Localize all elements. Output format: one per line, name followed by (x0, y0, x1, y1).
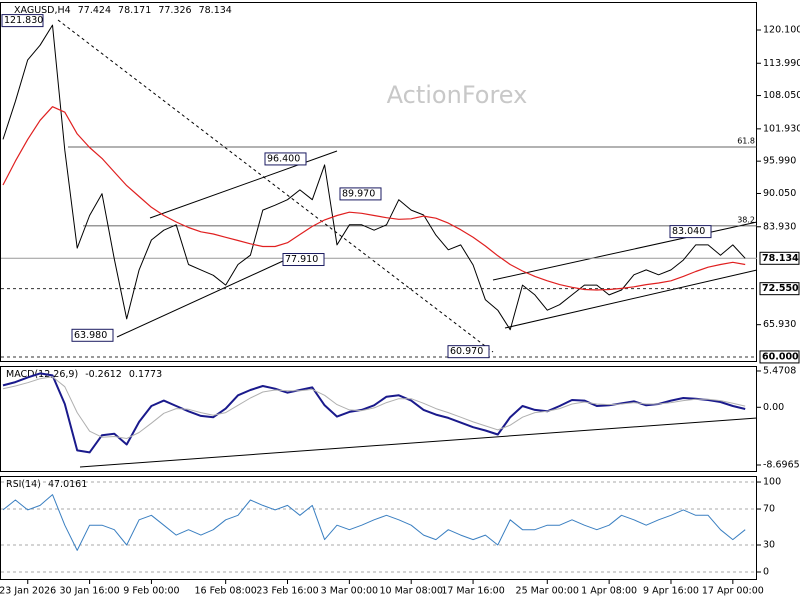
x-tick-label: 3 Mar 00:00 (321, 586, 378, 597)
x-tick-label: 25 Mar 00:00 (516, 586, 579, 597)
x-tick-label: 17 Apr 00:00 (702, 586, 764, 597)
x-tick-label: 1 Apr 08:00 (581, 586, 637, 597)
price-annotation-box (282, 253, 325, 267)
price-annotation-box (71, 328, 114, 342)
y-tick-label: 5.4708 (763, 365, 796, 376)
y-tick-label: 108.050 (763, 90, 800, 101)
price-annotation: 63.980 (74, 330, 107, 341)
trendline (116, 260, 284, 338)
series-line (2, 372, 746, 454)
high: 78.171 (118, 5, 151, 16)
price-annotation-box (669, 225, 712, 239)
price-annotation-box (264, 152, 307, 166)
y-tick-label: 0 (763, 566, 769, 577)
level-label: 78.134 (762, 253, 799, 264)
price-annotation: 83.040 (672, 226, 705, 237)
price-annotation: 60.970 (450, 346, 483, 357)
macd-panel (0, 366, 757, 472)
y-tick-label: 120.100 (763, 25, 800, 36)
series-line (2, 106, 746, 291)
price-annotation-box (447, 345, 490, 359)
price-header: XAGUSD,H4 77.424 78.171 77.326 78.134 (14, 5, 232, 16)
x-tick-label: 30 Jan 16:00 (60, 586, 120, 597)
rsi-title: RSI(14) (6, 479, 41, 490)
fib-label: 38.2 (737, 215, 755, 224)
series-line (2, 494, 746, 551)
price-annotation-box (339, 187, 382, 201)
y-tick-label: 100 (763, 477, 781, 488)
watermark: ActionForex (387, 81, 528, 109)
price-annotation: 77.910 (285, 254, 318, 265)
x-tick-label: 16 Feb 08:00 (194, 586, 256, 597)
level-label: 60.000 (762, 351, 799, 362)
price-panel (0, 2, 757, 362)
x-tick-label: 17 Mar 16:00 (441, 586, 504, 597)
series-line (2, 24, 746, 331)
macd-value: -0.2612 (85, 369, 122, 380)
price-annotation: 121.830 (4, 15, 43, 26)
x-tick-label: 23 Jan 2026 (0, 586, 56, 597)
y-tick-label: 95.990 (763, 156, 796, 167)
y-tick-label: 30 (763, 540, 775, 551)
symbol: XAGUSD,H4 (14, 5, 71, 16)
trendline (57, 19, 494, 353)
low: 77.326 (158, 5, 191, 16)
y-tick-label: 0.00 (763, 402, 784, 413)
y-tick-label: 90.050 (763, 188, 796, 199)
price-annotation: 89.970 (342, 188, 375, 199)
price-annotation-box (1, 14, 44, 28)
fib-label: 61.8 (737, 136, 755, 145)
price-annotation: 96.400 (267, 153, 300, 164)
level-label: 72.550 (762, 283, 799, 294)
level-box (759, 350, 800, 364)
y-tick-label: 65.930 (763, 319, 796, 330)
level-box (759, 282, 800, 296)
y-tick-label: 101.930 (763, 123, 800, 134)
y-tick-label: 70 (763, 504, 775, 515)
x-tick-label: 10 Mar 08:00 (379, 586, 442, 597)
channel-line (492, 221, 758, 281)
level-box (759, 251, 800, 265)
y-tick-label: 83.930 (763, 221, 796, 232)
open: 77.424 (78, 5, 111, 16)
rsi-header: RSI(14) 47.0161 (6, 479, 87, 490)
x-tick-label: 23 Feb 16:00 (256, 586, 318, 597)
y-tick-label: -8.6965 (763, 460, 800, 471)
signal-value: 0.1773 (129, 369, 162, 380)
rsi-panel (0, 476, 757, 580)
x-tick-label: 9 Apr 16:00 (643, 586, 699, 597)
rsi-value: 47.0161 (48, 479, 87, 490)
channel-line (504, 269, 758, 329)
close: 78.134 (199, 5, 232, 16)
y-tick-label: 113.990 (763, 58, 800, 69)
macd-trendline (79, 417, 758, 468)
x-tick-label: 9 Feb 00:00 (123, 586, 179, 597)
series-line (2, 376, 746, 439)
